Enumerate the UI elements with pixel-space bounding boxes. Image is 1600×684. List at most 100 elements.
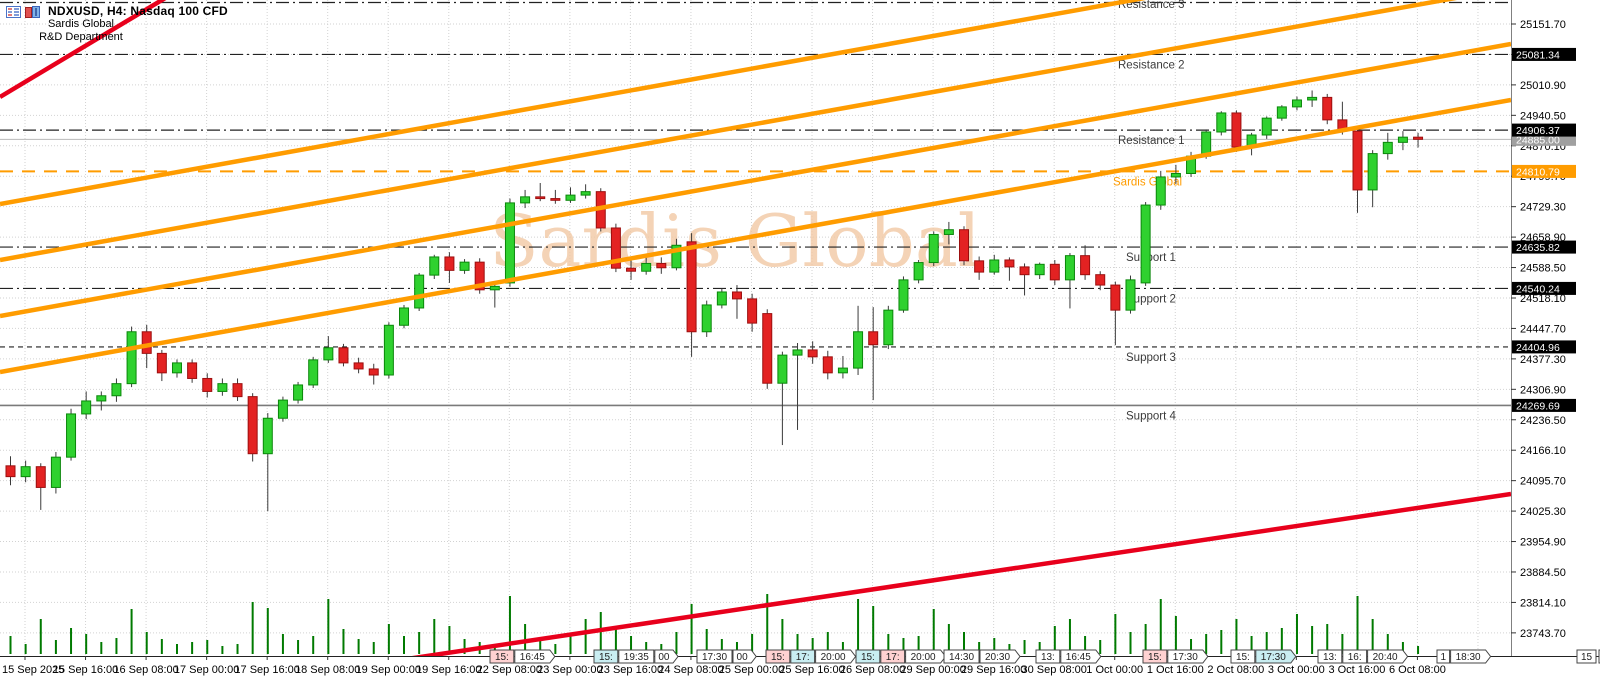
- session-tag: [1035, 649, 1061, 664]
- candle-up: [1034, 263, 1045, 276]
- level-labels: Resistance 3 Resistance 2 Resistance 1 Sard…: [1113, 0, 1184, 422]
- session-tag: [765, 649, 791, 664]
- session-tag: [514, 649, 556, 664]
- candle-up: [898, 279, 909, 311]
- candle-up: [383, 324, 394, 376]
- session-tag-label: 14:30: [949, 652, 974, 663]
- candle-down: [141, 331, 152, 354]
- session-tag-label: 15:: [771, 652, 785, 663]
- orange-channel-3[interactable]: [0, 41, 1511, 319]
- session-tag-label: 17:30: [702, 652, 727, 663]
- session-tag: [1342, 649, 1368, 664]
- candle-up: [1261, 117, 1272, 136]
- price-axis-box: [1512, 340, 1576, 354]
- price-axis-box-label: 24906.37: [1516, 125, 1560, 137]
- price-tick-label: 24236.50: [1520, 415, 1566, 427]
- session-tag: [815, 649, 857, 664]
- candle-up: [323, 347, 334, 361]
- candle-up: [1170, 172, 1181, 178]
- level-label: Support 4: [1126, 410, 1176, 422]
- trendline-layer[interactable]: [0, 0, 1511, 669]
- orange-channel-1[interactable]: [0, 0, 1511, 207]
- chart-book-icon[interactable]: [25, 5, 40, 18]
- candle-up: [414, 274, 425, 309]
- price-axis-box-label: 24635.82: [1516, 242, 1560, 254]
- level-label: Support 1: [1126, 252, 1176, 264]
- candle-down: [338, 347, 349, 364]
- time-axis-label: 17 Sep 16:00: [234, 664, 299, 676]
- price-tick-label: 23814.10: [1520, 597, 1566, 609]
- candle-up: [489, 285, 500, 291]
- session-tag: [1142, 649, 1168, 664]
- chart-header: NDXUSD, H4: Nasdaq 100 CFD Sardis Global…: [6, 4, 228, 44]
- price-tick-label: 25151.70: [1520, 19, 1566, 31]
- red-trendline-lower[interactable]: [340, 491, 1511, 669]
- session-tag-label: 15:: [599, 652, 613, 663]
- session-tag-label: 00: [658, 652, 670, 663]
- quotes-table-icon[interactable]: [6, 5, 21, 18]
- red-trendline-upper[interactable]: [0, 0, 167, 99]
- session-tag-label: 17:30: [1173, 652, 1198, 663]
- session-tag: [979, 649, 1021, 664]
- candle-up: [293, 384, 304, 401]
- candle-down: [1049, 263, 1060, 281]
- candle-up: [1291, 99, 1302, 108]
- candle-up: [777, 354, 788, 384]
- level-label: Sardis Global: [1113, 176, 1182, 188]
- candle-down: [1080, 255, 1091, 276]
- orange-channel-2[interactable]: [0, 0, 1511, 263]
- price-axis-box-label: 24540.24: [1516, 283, 1560, 295]
- session-tag: [593, 649, 619, 664]
- candle-up: [671, 244, 682, 269]
- session-tag: [1367, 649, 1409, 664]
- candle-up: [943, 229, 954, 235]
- candle-down: [762, 313, 773, 384]
- candle-up: [883, 309, 894, 346]
- price-tick-label: 24940.50: [1520, 110, 1566, 122]
- candle-up: [641, 262, 652, 272]
- candle-up: [913, 262, 924, 281]
- candle-up: [20, 466, 31, 478]
- candle-up: [399, 307, 410, 326]
- candle-up: [1125, 279, 1136, 311]
- candle-up: [1064, 255, 1075, 281]
- orange-channel-4[interactable]: [0, 97, 1511, 375]
- candle-up: [1140, 204, 1151, 284]
- session-tag-label: 13:: [1041, 652, 1055, 663]
- session-tag-label: 00: [737, 652, 749, 663]
- candle-down: [822, 356, 833, 374]
- session-tag-label: 16:: [1348, 652, 1362, 663]
- time-axis-label: 29 Sep 00:00: [900, 664, 965, 676]
- price-tick-label: 24588.50: [1520, 263, 1566, 275]
- candle-up: [580, 191, 591, 196]
- price-tick-label: 24518.10: [1520, 293, 1566, 305]
- price-tick-label: 23743.70: [1520, 628, 1566, 640]
- session-tag-label: 20:00: [821, 652, 846, 663]
- candle-up: [217, 383, 228, 392]
- candle-down: [1095, 274, 1106, 286]
- time-axis-label: 18 Sep 08:00: [295, 664, 360, 676]
- price-axis[interactable]: 25151.7025081.3025010.9024940.5024870.10…: [1511, 0, 1600, 684]
- candle-down: [626, 267, 637, 272]
- price-axis-box: [1512, 123, 1576, 137]
- session-tag: [489, 649, 515, 664]
- session-tag: [1436, 649, 1451, 664]
- candle-down: [368, 368, 379, 376]
- time-axis-label: 25 Sep 00:00: [719, 664, 784, 676]
- symbol-title: NDXUSD, H4: Nasdaq 100 CFD: [48, 4, 228, 18]
- price-axis-box-label: 24404.96: [1516, 342, 1560, 354]
- candle-down: [187, 362, 198, 379]
- level-label: Resistance 1: [1118, 135, 1184, 147]
- session-tag-label: 13:: [1323, 652, 1337, 663]
- candle-down: [1322, 96, 1333, 121]
- volume-layer: [9, 594, 1420, 654]
- candle-up: [459, 261, 470, 271]
- candle-down: [247, 396, 258, 455]
- candle-down: [731, 291, 742, 300]
- session-tag-label: 16:45: [520, 652, 545, 663]
- candle-down: [807, 349, 818, 358]
- price-axis-box: [1512, 164, 1576, 178]
- session-tag: [943, 649, 980, 664]
- price-axis-box-label: 24269.69: [1516, 400, 1560, 412]
